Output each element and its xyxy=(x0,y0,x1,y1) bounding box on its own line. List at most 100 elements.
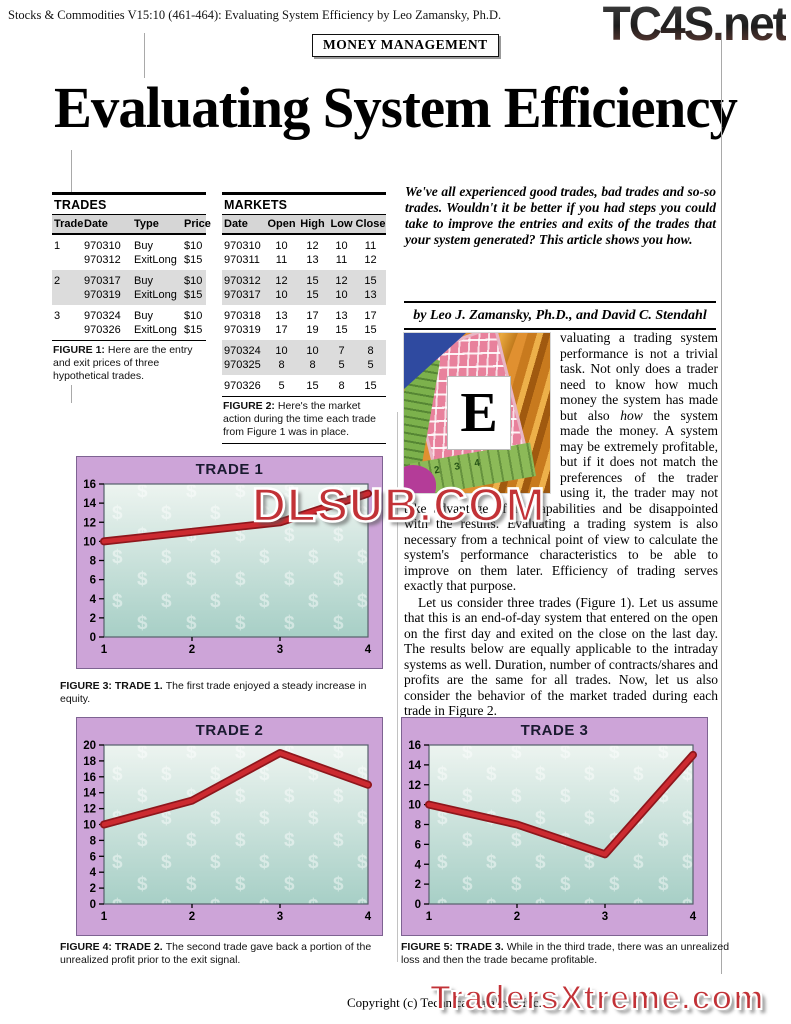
y-tick-label: 14 xyxy=(408,760,421,772)
tradersxtreme-watermark: TradersXtreme.com xyxy=(429,978,765,1018)
trades-table-header: Trade Date Type Price xyxy=(52,214,211,235)
table-cell: $15 xyxy=(184,289,203,301)
table-cell: 10 xyxy=(335,240,348,252)
y-tick-label: 10 xyxy=(83,536,96,548)
table-row: 970319 ExitLong $15 xyxy=(52,288,206,302)
y-tick-label: 10 xyxy=(408,800,421,812)
drop-cap: E xyxy=(460,382,498,444)
paragraph-2: Let us consider three trades (Figure 1).… xyxy=(404,594,718,719)
article-body: 2 3 4 E valuating a trading system perfo… xyxy=(404,330,718,719)
table-cell: Buy xyxy=(134,275,153,287)
table-row-group: 970326 5 15 8 15 xyxy=(222,375,386,396)
table-cell: 13 xyxy=(335,310,348,322)
table-cell: 7 xyxy=(338,345,345,357)
y-tick-label: 8 xyxy=(415,820,422,832)
y-tick-label: 12 xyxy=(83,804,96,816)
column-rule-center xyxy=(397,412,398,962)
table-cell: 3 xyxy=(54,310,61,322)
figure-3-caption: FIGURE 3: TRADE 1. The first trade enjoye… xyxy=(60,680,394,706)
table-cell: 15 xyxy=(306,289,319,301)
column-header: High xyxy=(300,218,325,230)
section-badge: MONEY MANAGEMENT xyxy=(312,34,499,57)
y-tick-label: 4 xyxy=(415,859,422,871)
table-row: 970318 13 17 13 17 xyxy=(222,309,386,323)
paragraph-1-italic: how xyxy=(620,407,643,423)
figure-1-text: Here are the entry and exit prices of th… xyxy=(53,344,193,382)
equity-line xyxy=(426,752,696,857)
table-top-rule xyxy=(52,192,206,195)
table-cell: 13 xyxy=(364,289,377,301)
table-cell: 19 xyxy=(306,324,319,336)
table-cell: 970324 xyxy=(84,310,121,322)
table-row: 970310 10 12 10 11 xyxy=(222,239,386,253)
figure-3-text: The first trade enjoyed a steady increas… xyxy=(60,680,367,705)
table-row-group: 2 970317 Buy $10 970319 ExitLong $15 xyxy=(52,270,206,305)
table-row: 970325 8 8 5 5 xyxy=(222,358,386,372)
copyright-line: Copyright (c) Technical Analysis Inc. xyxy=(347,995,542,1010)
y-tick-label: 6 xyxy=(415,839,421,851)
table-cell: 13 xyxy=(275,310,288,322)
table-cell: 5 xyxy=(367,359,374,371)
column-header: Open xyxy=(267,218,296,230)
table-cell: 11 xyxy=(275,254,288,266)
tc4s-watermark: TC4S.net xyxy=(603,0,788,51)
y-tick-label: 16 xyxy=(408,740,421,752)
table-cell: Buy xyxy=(134,310,153,322)
table-cell: $15 xyxy=(184,324,203,336)
table-cell: 970318 xyxy=(224,310,261,322)
table-cell: 970317 xyxy=(224,289,261,301)
figure-4-text: The second trade gave back a portion of … xyxy=(60,941,372,966)
table-cell: ExitLong xyxy=(134,289,177,301)
table-cell: 5 xyxy=(278,380,285,392)
header-citation: Stocks & Commodities V15:10 (461-464): E… xyxy=(8,8,502,22)
x-tick-label: 1 xyxy=(101,644,108,656)
table-cell: 17 xyxy=(275,324,288,336)
table-cell: $10 xyxy=(184,240,203,252)
table-cell: 970310 xyxy=(224,240,261,252)
equity-line xyxy=(101,491,371,544)
column-header: Type xyxy=(134,218,159,230)
table-cell: 10 xyxy=(275,240,288,252)
table-cell: 12 xyxy=(364,254,377,266)
table-cell: 970310 xyxy=(84,240,121,252)
table-cell: 970311 xyxy=(224,254,260,266)
table-cell: 970312 xyxy=(224,275,261,287)
y-tick-label: 8 xyxy=(90,835,97,847)
table-cell: $15 xyxy=(184,254,203,266)
x-tick-label: 3 xyxy=(277,911,283,923)
table-row: 970312 12 15 12 15 xyxy=(222,274,386,288)
table-cell: ExitLong xyxy=(134,324,177,336)
figure-2-label: FIGURE 2: xyxy=(223,400,275,412)
table-row-group: 970318 13 17 13 17 970319 17 19 15 15 xyxy=(222,305,386,340)
article-title: Evaluating System Efficiency xyxy=(53,75,738,140)
table-cell: 12 xyxy=(306,240,319,252)
table-cell: 8 xyxy=(309,359,316,371)
table-cell: 12 xyxy=(275,275,288,287)
y-tick-label: 0 xyxy=(90,632,96,644)
x-tick-label: 4 xyxy=(365,911,372,923)
table-cell: 5 xyxy=(338,359,345,371)
table-cell: 970326 xyxy=(84,324,121,336)
table-cell: 970326 xyxy=(224,380,261,392)
figure-2-text: Here's the market action during the time… xyxy=(223,400,376,438)
table-cell: ExitLong xyxy=(134,254,177,266)
y-tick-label: 8 xyxy=(90,556,97,568)
figure-5-caption: FIGURE 5: TRADE 3. While in the third tra… xyxy=(401,941,733,967)
y-tick-label: 4 xyxy=(90,594,97,606)
y-tick-label: 2 xyxy=(90,613,96,625)
chart-title: TRADE 1 xyxy=(195,461,264,478)
table-row: 970311 11 13 11 12 xyxy=(222,253,386,267)
y-tick-label: 18 xyxy=(83,756,96,768)
table-cell: 10 xyxy=(275,289,288,301)
y-tick-label: 14 xyxy=(83,498,96,510)
table-cell: $10 xyxy=(184,275,203,287)
y-tick-label: 2 xyxy=(415,879,421,891)
column-rule-left xyxy=(144,33,145,78)
table-cell: 970319 xyxy=(84,289,121,301)
trades-table: TRADES Trade Date Type Price 1 970310 Buy $10 9… xyxy=(52,192,211,385)
table-cell: Buy xyxy=(134,240,153,252)
table-row: 970324 10 10 7 8 xyxy=(222,344,386,358)
